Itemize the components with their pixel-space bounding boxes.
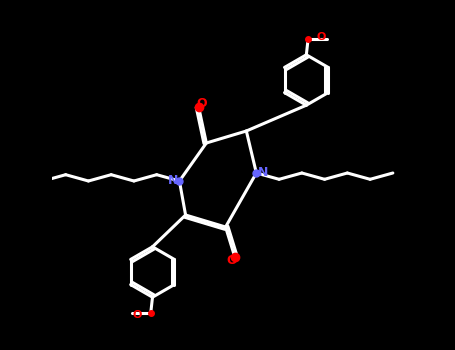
Text: N: N	[168, 175, 178, 188]
Text: N: N	[258, 167, 268, 180]
Text: O: O	[132, 310, 142, 320]
Text: O: O	[317, 32, 326, 42]
Text: O: O	[196, 97, 207, 110]
Text: O: O	[227, 254, 238, 267]
